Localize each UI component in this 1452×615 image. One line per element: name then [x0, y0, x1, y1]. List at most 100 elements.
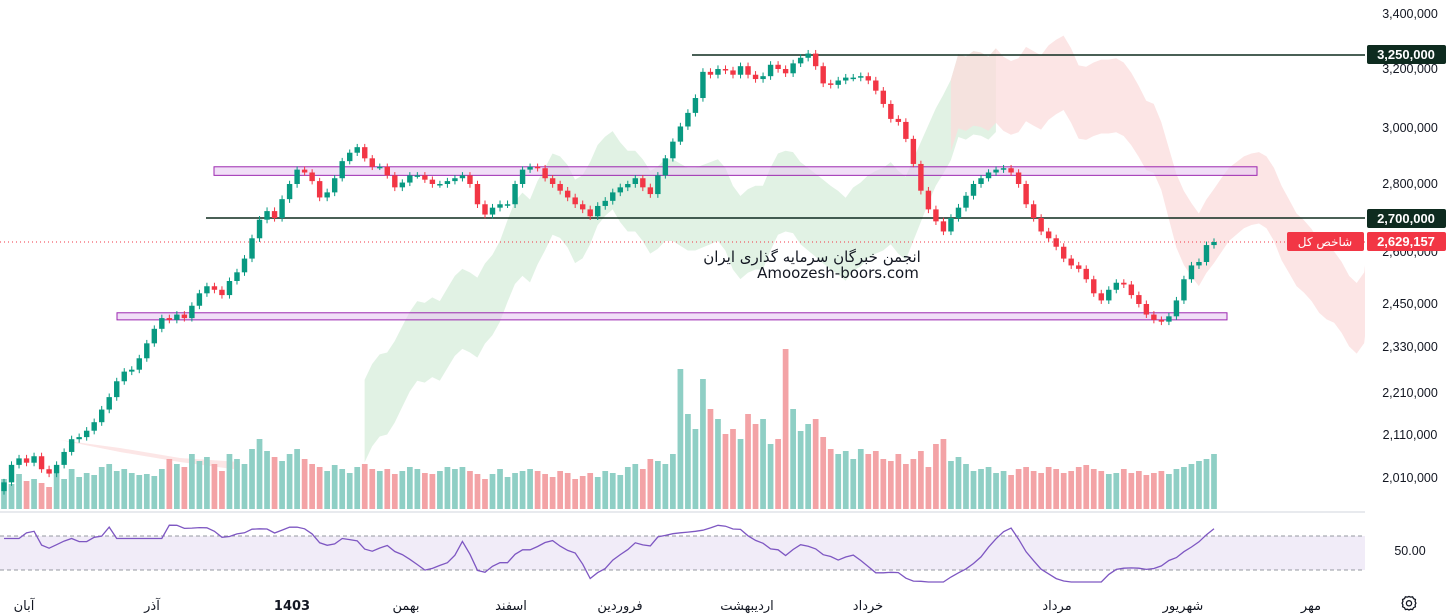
candle-body: [1211, 242, 1217, 246]
candle-body: [91, 422, 97, 431]
volume-bar: [211, 464, 218, 509]
candle-body: [234, 272, 240, 281]
price-tick-label: 2,330,000: [1382, 340, 1438, 354]
volume-bar: [16, 474, 22, 509]
support-zone: [116, 312, 1228, 321]
volume-bar: [128, 473, 135, 509]
volume-bar: [632, 464, 639, 509]
volume-bar: [639, 469, 646, 509]
candle-body: [1113, 282, 1120, 290]
volume-bar: [752, 424, 759, 509]
candle-body: [309, 172, 315, 182]
candle-body: [136, 358, 142, 370]
volume-bar: [1166, 474, 1172, 509]
candle-body: [1181, 279, 1187, 301]
volume-bar: [677, 369, 684, 509]
candle-body: [549, 178, 556, 184]
volume-bar: [1196, 461, 1202, 509]
volume-bar: [23, 481, 30, 509]
candle-body: [542, 168, 548, 179]
support-resistance-zones: [116, 166, 1258, 321]
volume-bar: [865, 454, 872, 509]
volume-bar: [767, 444, 774, 509]
volume-bar: [1023, 467, 1029, 509]
volume-bar: [1030, 471, 1037, 509]
volume-bar: [1000, 471, 1007, 509]
candle-body: [1076, 265, 1082, 269]
rsi-line: [4, 524, 1215, 583]
candle-body: [241, 258, 248, 273]
candle-body: [166, 318, 173, 320]
last-price-tag: 2,629,157: [1367, 232, 1446, 251]
volume-bar: [136, 475, 143, 509]
candle-body: [910, 138, 917, 164]
candle-body: [174, 314, 180, 320]
volume-bar: [978, 469, 984, 509]
gear-icon[interactable]: [1400, 595, 1418, 613]
volume-bar: [1173, 469, 1180, 509]
candle-body: [632, 178, 639, 184]
candle-body: [707, 71, 714, 75]
candle-body: [677, 126, 684, 142]
ichimoku-cloud: [0, 35, 1365, 470]
candle-body: [700, 71, 706, 99]
candle-body: [978, 178, 984, 184]
candle-body: [151, 328, 158, 344]
candle-body: [497, 204, 503, 208]
candle-body: [61, 451, 67, 465]
volume-bar: [121, 469, 128, 509]
candle-body: [850, 77, 856, 80]
candle-body: [752, 74, 759, 80]
rsi-pane: [0, 511, 1365, 583]
candle-body: [159, 318, 165, 329]
volume-bar: [587, 473, 594, 509]
candle-body: [1188, 265, 1195, 280]
volume-bar: [685, 414, 691, 509]
candle-body: [617, 187, 623, 193]
candle-body: [339, 161, 345, 179]
candle-body: [527, 166, 533, 170]
candle-body: [467, 175, 473, 184]
svg-text:2,629,157: 2,629,157: [1377, 234, 1435, 249]
volume-bar: [414, 469, 421, 509]
volume-bar: [955, 457, 962, 509]
volume-bar: [737, 439, 744, 509]
time-label: شهریور: [1162, 599, 1204, 614]
candle-body: [1015, 172, 1022, 184]
time-label: مهر: [1300, 599, 1321, 614]
volume-bar: [812, 419, 819, 509]
candle-body: [294, 169, 300, 184]
candle-body: [1053, 238, 1059, 247]
volume-bar: [549, 477, 556, 509]
svg-text:2,700,000: 2,700,000: [1377, 211, 1435, 226]
volume-bar: [1128, 473, 1135, 509]
volume-bar: [406, 467, 413, 509]
volume-bar: [286, 454, 293, 509]
volume-bar: [692, 429, 699, 509]
volume-bar: [993, 473, 999, 509]
candle-body: [655, 175, 661, 195]
volume-bar: [1098, 471, 1105, 509]
candle-body: [1083, 268, 1089, 280]
candle-body: [579, 204, 586, 210]
volume-bar: [820, 437, 827, 509]
volume-bar: [1120, 469, 1127, 509]
volume-bar: [437, 471, 443, 509]
volume-bar: [226, 454, 233, 509]
volume-bar: [722, 434, 729, 509]
volume-bar: [8, 484, 15, 509]
volume-bar: [745, 414, 751, 509]
candle-body: [587, 209, 593, 217]
candle-body: [858, 76, 864, 78]
svg-text:3,250,000: 3,250,000: [1377, 47, 1435, 62]
volume-bar: [339, 469, 346, 509]
time-axis[interactable]: آبان آذر 1403 بهمن اسفند فروردین اردیبهش…: [14, 597, 1321, 614]
candle-body: [790, 63, 796, 74]
candle-body: [53, 464, 60, 474]
volume-bar: [113, 471, 120, 509]
candle-body: [572, 197, 578, 205]
volume-bar: [1075, 467, 1082, 509]
candle-body: [354, 147, 360, 153]
candle-body: [1143, 304, 1150, 315]
